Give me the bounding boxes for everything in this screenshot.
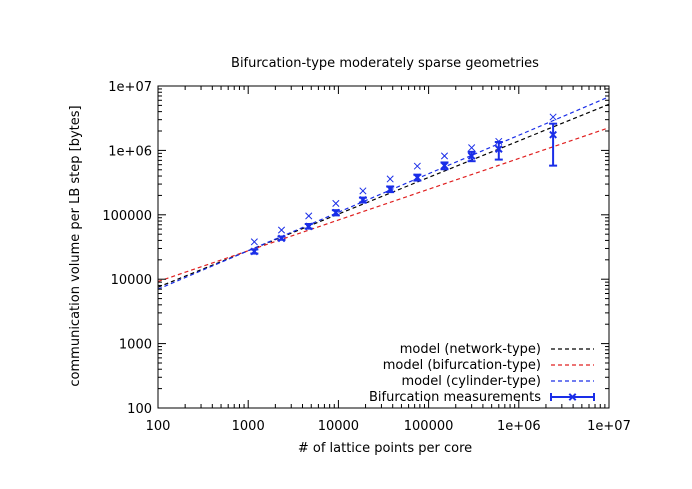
measurement-point <box>549 122 558 167</box>
marker-stroke <box>440 161 449 170</box>
marker-stroke <box>332 199 340 208</box>
marker-stroke <box>250 247 259 256</box>
scatter-point <box>277 226 286 234</box>
marker-stroke <box>440 152 449 160</box>
legend-label: model (bifurcation-type) <box>383 358 541 373</box>
legend-swatch <box>550 393 595 401</box>
legend-label: Bifurcation measurements <box>369 390 541 405</box>
measurement-point <box>440 161 449 171</box>
x-axis-label: # of lattice points per core <box>298 441 472 456</box>
measurement-point <box>467 150 476 163</box>
marker-stroke <box>495 137 503 145</box>
plot-data <box>158 96 609 290</box>
model-line-2 <box>158 96 609 290</box>
marker-stroke <box>549 130 558 139</box>
marker-stroke <box>305 212 313 220</box>
marker-stroke <box>277 226 286 234</box>
x-tick-label: 1e+06 <box>497 419 541 434</box>
marker-stroke <box>250 238 258 246</box>
x-tick-label: 10000 <box>318 419 359 434</box>
legend: model (network-type)model (bifurcation-t… <box>369 342 595 405</box>
legend-swatch-marker <box>568 393 577 401</box>
marker-stroke <box>359 187 367 195</box>
y-tick-label: 100 <box>127 402 152 417</box>
x-tick-label: 1000 <box>232 419 265 434</box>
measurement-point <box>413 173 422 182</box>
marker-stroke <box>386 185 395 194</box>
marker-stroke <box>304 222 313 231</box>
x-tick-label: 1e+07 <box>587 419 631 434</box>
marker-stroke <box>494 145 503 153</box>
measurement-point <box>386 185 395 194</box>
y-tick-label: 10000 <box>111 273 152 288</box>
scatter-point <box>332 199 340 208</box>
scatter-point <box>440 152 449 160</box>
scatter-point <box>305 212 313 220</box>
measurement-point <box>304 222 313 231</box>
y-tick-label: 100000 <box>102 209 152 224</box>
scatter-point <box>413 162 421 170</box>
scatter-point <box>495 137 503 145</box>
x-tick-label: 100 <box>146 419 171 434</box>
marker-stroke <box>359 196 367 204</box>
y-axis-label: communication volume per LB step [bytes] <box>68 105 83 386</box>
measurement-point <box>358 196 367 204</box>
scatter-point <box>250 238 258 246</box>
y-tick-label: 1000 <box>119 338 152 353</box>
measurement-point <box>250 247 259 256</box>
plot-frame <box>157 85 610 409</box>
model-line-1 <box>158 127 609 283</box>
marker-stroke <box>413 162 421 170</box>
plot-data-clipped <box>158 96 609 290</box>
marker-stroke <box>277 234 286 243</box>
measurement-point <box>277 234 286 243</box>
legend-label: model (network-type) <box>400 342 541 357</box>
y-tick-label: 1e+06 <box>108 144 152 159</box>
scatter-point <box>549 113 557 121</box>
x-tick-label: 100000 <box>404 419 454 434</box>
legend-label: model (cylinder-type) <box>401 374 541 389</box>
scatter-point <box>468 144 476 152</box>
chart-title: Bifurcation-type moderately sparse geome… <box>231 56 539 71</box>
marker-stroke <box>331 208 340 217</box>
measurement-point <box>331 208 340 217</box>
axis-ticks: 100 1000 10000 100000 1e+06 1e+07 100 1000 10000… <box>102 80 631 434</box>
scatter-point <box>359 187 367 195</box>
marker-stroke <box>549 113 557 121</box>
marker-stroke <box>413 173 422 182</box>
scatter-point <box>386 175 394 183</box>
marker-stroke <box>467 152 476 160</box>
y-tick-label: 1e+07 <box>108 80 152 95</box>
marker-stroke <box>468 144 476 152</box>
marker-stroke <box>386 175 394 183</box>
